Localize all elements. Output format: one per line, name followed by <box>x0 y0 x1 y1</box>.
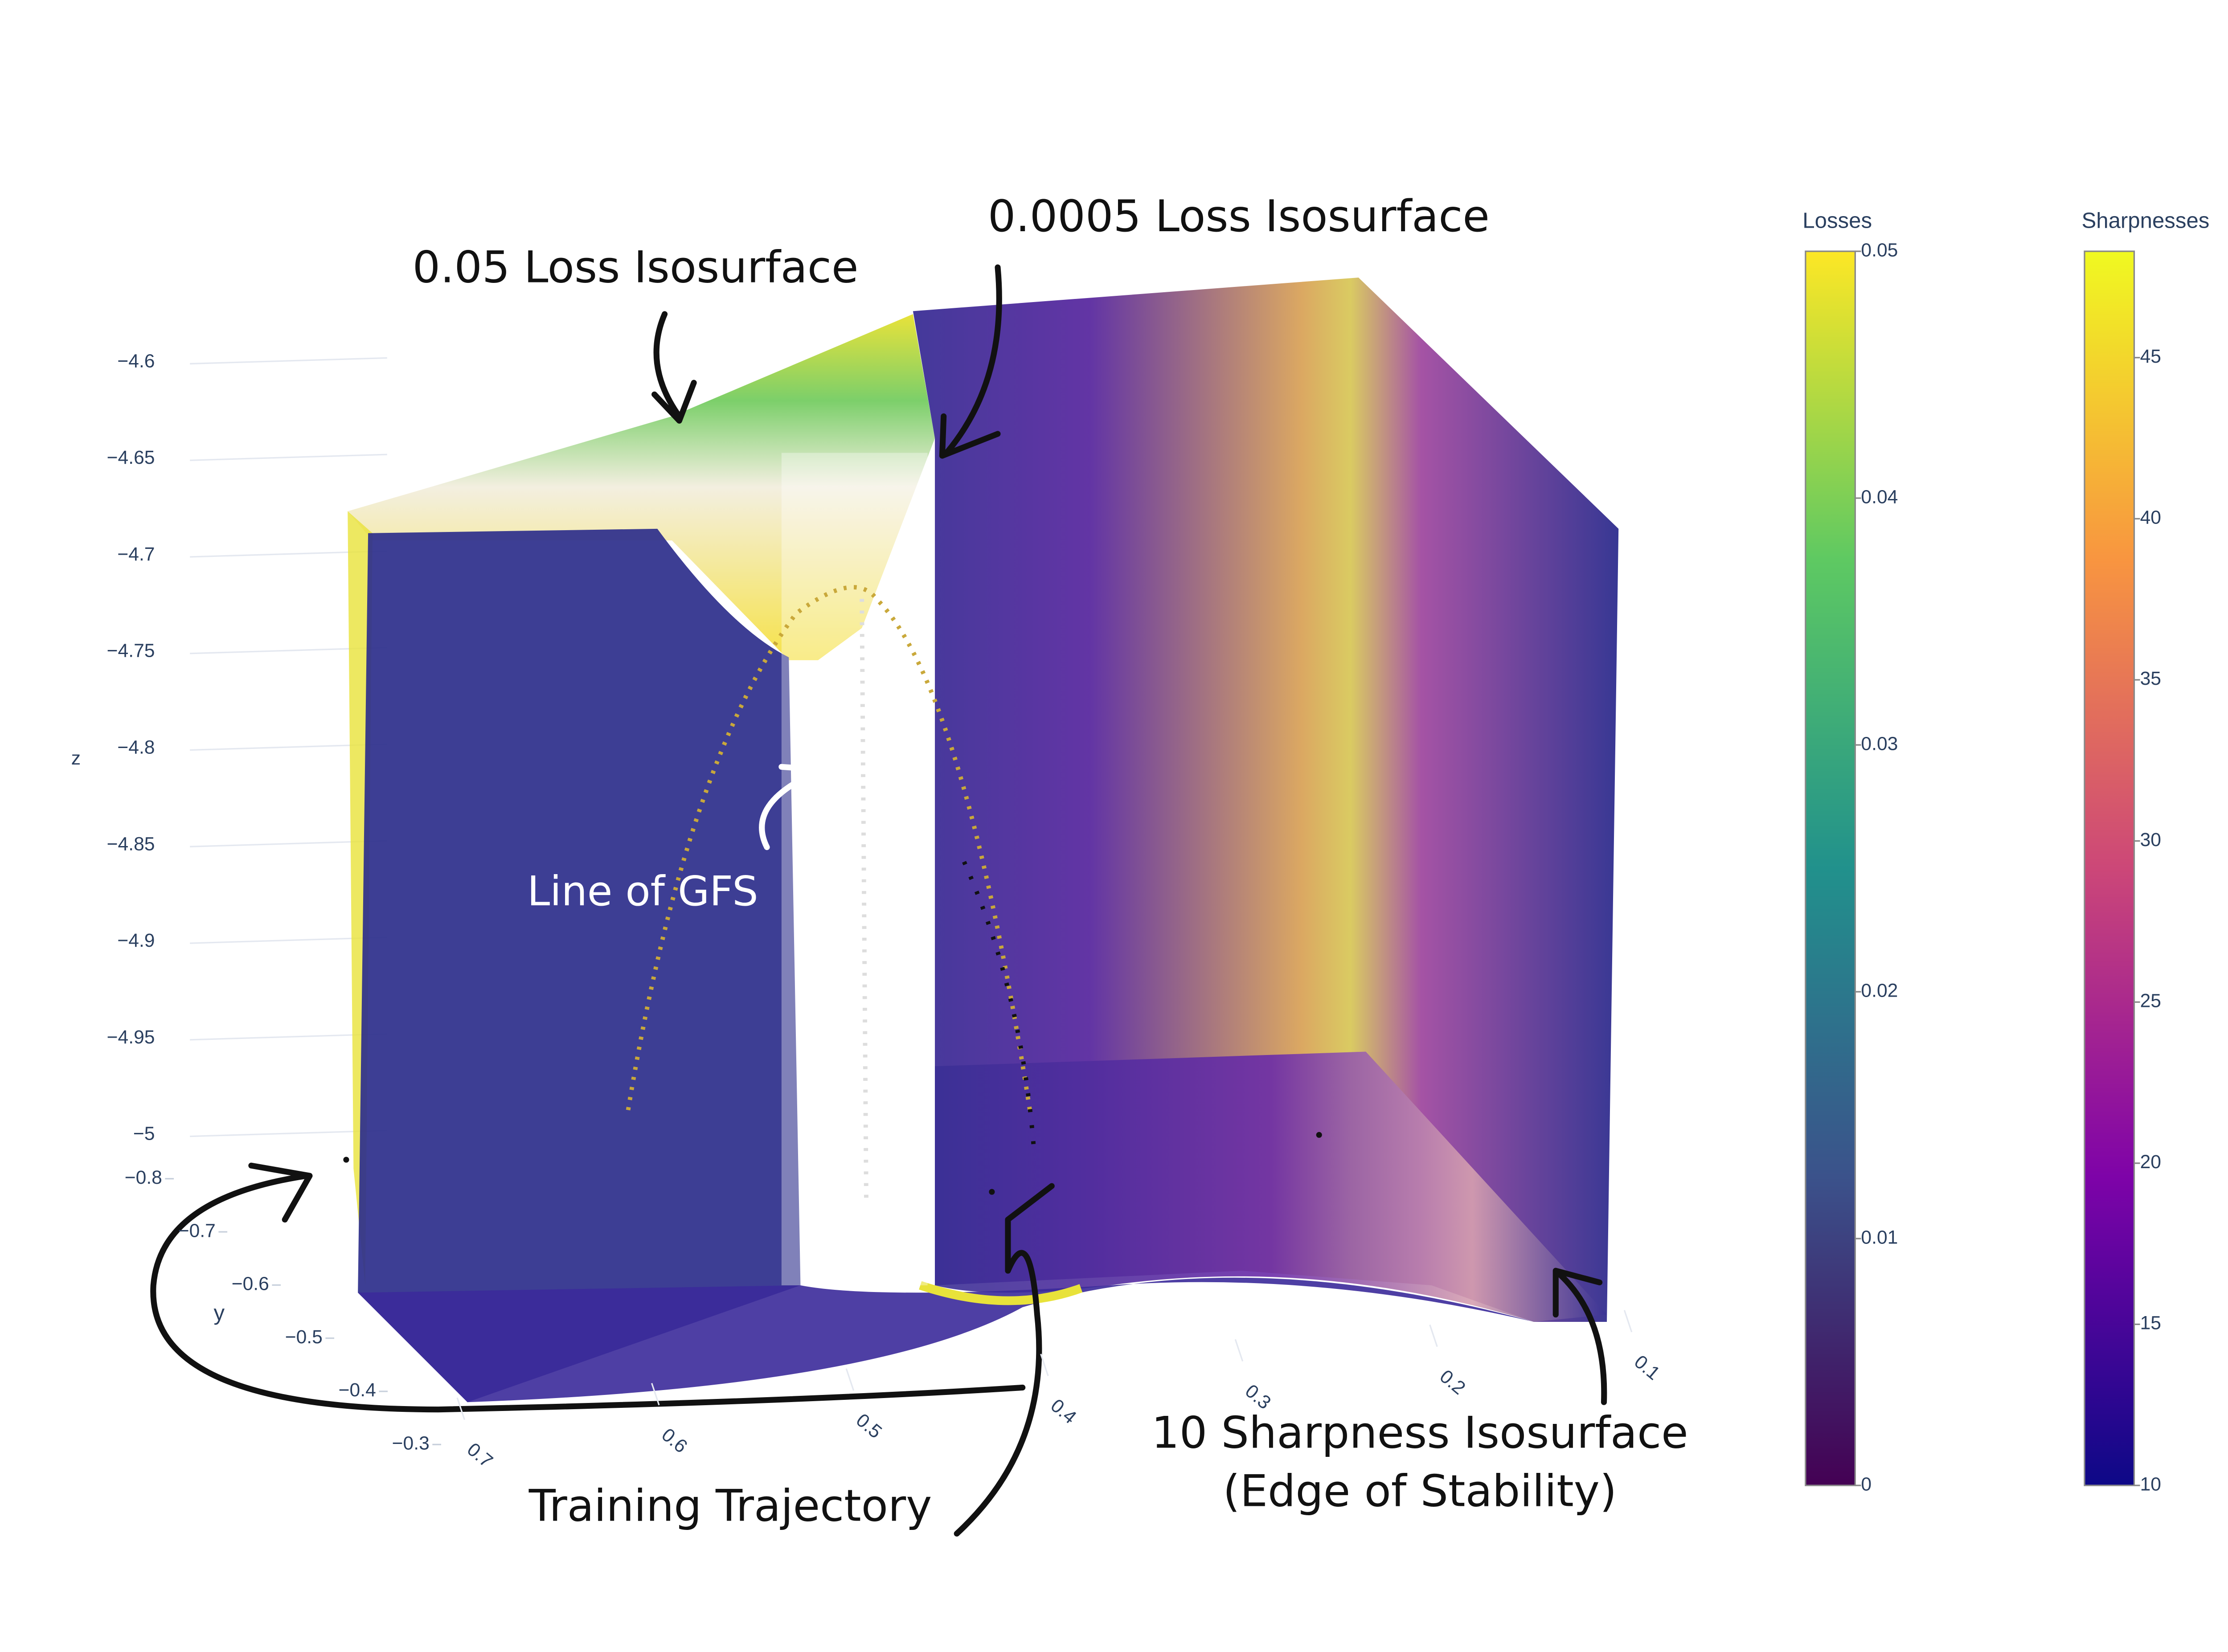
trajectory <box>626 585 1032 1111</box>
y-tick-label: −0.8 <box>125 1167 162 1188</box>
x-tick-label: 0.5 <box>852 1409 886 1443</box>
colorbar-tick-label: 35 <box>2140 668 2161 689</box>
z-tick-label: −4.85 <box>107 833 155 855</box>
z-tick-label: −4.75 <box>107 640 155 662</box>
grid-line <box>1040 1353 1049 1376</box>
arrow <box>954 1183 1055 1537</box>
arrow <box>1552 1268 1607 1405</box>
grid-line <box>190 454 387 461</box>
loss-isosurface-005 <box>348 314 935 660</box>
colorbar-tick-label: 0 <box>1861 1473 1872 1495</box>
x-tick-label: 0.2 <box>1436 1366 1470 1399</box>
colorbar-tick-label: 15 <box>2140 1313 2161 1334</box>
x-tick-label: 0.7 <box>463 1439 497 1472</box>
sharpness-isosurface-left <box>358 528 801 1403</box>
colorbar-tick-label: 20 <box>2140 1151 2161 1173</box>
trajectory-point <box>989 1189 995 1195</box>
x-tick-label: 0.1 <box>1630 1351 1664 1384</box>
y-tick-label: −0.7 <box>178 1220 216 1241</box>
gfs-column <box>781 453 928 1285</box>
colorbar-title: Losses <box>1802 208 1872 233</box>
z-tick-label: −4.9 <box>117 930 155 951</box>
arrow <box>651 311 697 424</box>
grid-line <box>1234 1339 1244 1362</box>
colorbar-tick-label: 10 <box>2140 1473 2161 1495</box>
colorbar-tick-label: 25 <box>2140 990 2161 1011</box>
trajectory-point <box>1316 1132 1322 1138</box>
grid-line <box>845 1368 855 1391</box>
grid-line <box>456 1397 466 1420</box>
colorbar-tick-label: 0.02 <box>1861 980 1898 1001</box>
sharpness-isosurface-right <box>913 278 1619 1322</box>
y-axis-title: y <box>213 1301 225 1325</box>
colorbar-tick-label: 0.04 <box>1861 486 1898 507</box>
z-tick-label: −5 <box>133 1123 155 1145</box>
colorbar <box>2084 250 2135 1486</box>
annotation: (Edge of Stability) <box>1223 1466 1617 1517</box>
z-tick-label: −4.95 <box>107 1026 155 1048</box>
colorbar-tick-label: 0.05 <box>1861 239 1898 261</box>
y-tick-label: −0.5 <box>285 1326 323 1348</box>
z-axis-title: z <box>71 748 81 769</box>
grid-line <box>651 1383 660 1406</box>
x-tick-label: 0.4 <box>1047 1395 1081 1428</box>
sharpness-isosurface-floor <box>935 1051 1607 1322</box>
x-tick-label: 0.6 <box>657 1424 691 1457</box>
trajectory-tail <box>962 861 1036 1154</box>
colorbar-tick-label: 0.03 <box>1861 733 1898 754</box>
sharpness-isosurface-base <box>358 1277 1534 1403</box>
annotation: 0.05 Loss Isosurface <box>413 242 859 293</box>
colorbar-tick-label: 0.01 <box>1861 1227 1898 1248</box>
z-tick-label: −4.65 <box>107 447 155 468</box>
arrow <box>150 1162 1026 1413</box>
colorbar-tick-label: 30 <box>2140 829 2161 851</box>
z-tick-label: −4.7 <box>117 544 155 565</box>
isosurfaces <box>343 278 1619 1403</box>
grid-line <box>1623 1310 1633 1333</box>
y-tick-label: −0.4 <box>339 1379 376 1401</box>
colorbar-tick-label: 45 <box>2140 346 2161 367</box>
annotation: 0.0005 Loss Isosurface <box>988 191 1490 242</box>
z-tick-label: −4.8 <box>117 737 155 758</box>
grid-line <box>190 357 387 365</box>
grid-line <box>1429 1324 1438 1347</box>
annotation: 10 Sharpness Isosurface <box>1151 1408 1688 1459</box>
colorbar-tick-label: 40 <box>2140 507 2161 528</box>
z-tick-label: −4.6 <box>117 350 155 372</box>
annotation: Training Trajectory <box>528 1480 932 1531</box>
annotation-arrows <box>150 264 1607 1537</box>
y-tick-label: −0.3 <box>392 1433 430 1454</box>
annotation: Line of GFS <box>527 867 758 915</box>
y-tick-label: −0.6 <box>232 1273 269 1295</box>
colorbar <box>1805 250 1856 1486</box>
loss-isosurface-rim <box>919 1281 1083 1305</box>
trajectory-point <box>343 1157 349 1163</box>
arrow <box>759 764 824 851</box>
arrow <box>939 264 1002 459</box>
colorbar-title: Sharpnesses <box>2081 208 2209 233</box>
